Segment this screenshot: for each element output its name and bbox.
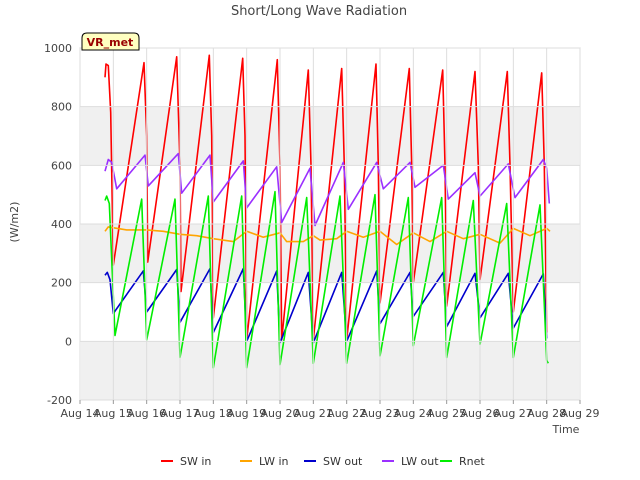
x-tick-label: Aug 28 bbox=[527, 407, 566, 420]
x-tick-label: Aug 22 bbox=[327, 407, 366, 420]
x-tick-label: Aug 20 bbox=[261, 407, 300, 420]
x-tick-label: Aug 21 bbox=[294, 407, 333, 420]
y-tick-label: -200 bbox=[47, 394, 72, 407]
legend-label: LW in bbox=[259, 455, 289, 468]
series-line-sw-in bbox=[104, 54, 548, 341]
y-axis-label: (W/m2) bbox=[8, 202, 21, 243]
x-tick-label: Aug 25 bbox=[427, 407, 466, 420]
x-tick-label: Aug 26 bbox=[461, 407, 500, 420]
chart-title: Short/Long Wave Radiation bbox=[231, 4, 407, 19]
x-tick-label: Aug 18 bbox=[194, 407, 233, 420]
legend-label: SW out bbox=[323, 455, 363, 468]
x-tick-label: Aug 15 bbox=[94, 407, 133, 420]
y-tick-label: 1000 bbox=[44, 42, 72, 55]
plot-band bbox=[81, 341, 579, 400]
y-tick-label: 200 bbox=[51, 277, 72, 290]
x-axis-label: Time bbox=[552, 423, 580, 436]
x-tick-label: Aug 24 bbox=[394, 407, 433, 420]
legend-label: LW out bbox=[401, 455, 439, 468]
x-tick-label: Aug 14 bbox=[61, 407, 100, 420]
legend-label: SW in bbox=[180, 455, 211, 468]
plot-band bbox=[81, 224, 579, 283]
x-tick-label: Aug 19 bbox=[227, 407, 266, 420]
x-tick-label: Aug 17 bbox=[161, 407, 200, 420]
y-tick-label: 400 bbox=[51, 218, 72, 231]
badge-background bbox=[81, 32, 140, 51]
x-tick-label: Aug 27 bbox=[494, 407, 533, 420]
plot-band bbox=[81, 106, 579, 166]
legend: SW in LW in SW out LW out Rnet bbox=[161, 455, 485, 468]
x-tick-label: Aug 16 bbox=[127, 407, 166, 420]
x-tick-label: Aug 29 bbox=[561, 407, 600, 420]
x-tick-label: Aug 23 bbox=[361, 407, 400, 420]
badge-label: VR_met bbox=[87, 36, 134, 49]
station-badge: VR_met bbox=[81, 32, 140, 51]
y-tick-label: 0 bbox=[65, 335, 72, 348]
plot-bands bbox=[81, 106, 579, 400]
legend-label: Rnet bbox=[459, 455, 485, 468]
y-tick-label: 800 bbox=[51, 101, 72, 114]
y-tick-label: 600 bbox=[51, 159, 72, 172]
